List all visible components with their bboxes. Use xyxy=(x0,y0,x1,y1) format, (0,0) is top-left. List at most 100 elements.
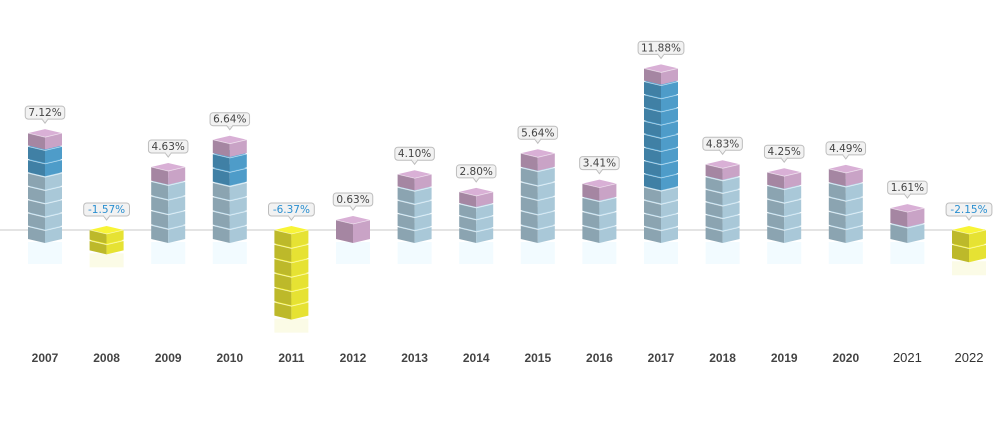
data-label-2011: -6.37% xyxy=(268,202,315,221)
x-tick-2017: 2017 xyxy=(648,351,675,365)
x-tick-2019: 2019 xyxy=(771,351,798,365)
labels-layer: 7.12% -1.57% 4.63% 6.64% -6.37% 0.63% 4.10% 2.8… xyxy=(24,40,993,221)
reflection-2022 xyxy=(952,261,986,276)
reflection-2013 xyxy=(397,242,432,264)
data-label-2007: 7.12% xyxy=(24,105,66,125)
data-label-text: 2.80% xyxy=(460,166,493,178)
reflection-2018 xyxy=(705,242,740,264)
bar-2011 xyxy=(274,226,309,320)
data-label-text: 7.12% xyxy=(28,107,61,119)
data-label-text: -1.57% xyxy=(88,204,125,216)
reflection-2008 xyxy=(89,253,124,268)
bar-reflections xyxy=(28,242,986,333)
data-label-text: 4.25% xyxy=(768,146,801,158)
bar-2007 xyxy=(27,129,63,243)
bar-2012 xyxy=(335,216,371,243)
data-label-2018: 4.83% xyxy=(702,136,743,156)
data-label-2016: 3.41% xyxy=(579,156,620,175)
bar-2014 xyxy=(459,187,494,243)
bar-2009 xyxy=(151,163,186,243)
data-label-2019: 4.25% xyxy=(763,144,805,164)
bar-2021 xyxy=(890,204,925,243)
block xyxy=(520,149,555,171)
reflection-2020 xyxy=(828,242,863,264)
data-label-2017: 11.88% xyxy=(637,40,685,60)
data-label-2015: 5.64% xyxy=(517,125,559,145)
x-tick-2016: 2016 xyxy=(586,351,613,365)
block xyxy=(27,129,63,150)
reflection-2015 xyxy=(520,242,555,264)
block xyxy=(151,192,186,214)
data-label-2009: 4.63% xyxy=(147,139,189,158)
data-label-text: 3.41% xyxy=(583,158,616,170)
data-label-2021: 1.61% xyxy=(887,180,928,199)
bar-2018 xyxy=(705,160,740,243)
block xyxy=(705,160,740,180)
x-tick-2007: 2007 xyxy=(32,351,59,365)
bar-2017 xyxy=(643,64,679,243)
block xyxy=(274,226,309,248)
bar-2008 xyxy=(89,226,124,255)
reflection-2010 xyxy=(212,242,247,264)
data-label-text: 6.64% xyxy=(213,114,246,126)
block xyxy=(582,179,617,201)
data-label-2010: 6.64% xyxy=(209,112,251,131)
x-tick-2011: 2011 xyxy=(278,351,304,365)
block xyxy=(89,226,124,244)
bar-2015 xyxy=(520,149,555,243)
x-tick-2012: 2012 xyxy=(340,351,367,365)
block xyxy=(335,216,371,243)
block xyxy=(828,221,863,243)
x-tick-2018: 2018 xyxy=(709,351,736,365)
bar-2022 xyxy=(951,226,987,263)
data-label-2013: 4.10% xyxy=(394,146,435,166)
data-label-text: 0.63% xyxy=(336,194,369,206)
bar-2020 xyxy=(828,164,863,243)
reflection-2011 xyxy=(274,318,309,333)
block xyxy=(397,170,432,191)
data-label-text: 11.88% xyxy=(641,42,681,54)
data-label-text: -6.37% xyxy=(273,204,310,216)
data-label-2022: -2.15% xyxy=(945,202,993,221)
data-label-text: 4.49% xyxy=(829,143,862,155)
block xyxy=(767,168,802,189)
block xyxy=(951,226,987,248)
bar-2013 xyxy=(397,170,432,243)
data-label-text: 5.64% xyxy=(521,127,554,139)
data-label-2012: 0.63% xyxy=(332,192,374,211)
x-tick-2020: 2020 xyxy=(832,351,859,365)
data-label-2014: 2.80% xyxy=(455,164,497,183)
x-tick-2008: 2008 xyxy=(93,351,120,365)
block xyxy=(520,163,555,186)
block xyxy=(151,163,186,185)
x-tick-2010: 2010 xyxy=(216,351,243,365)
data-label-text: 4.63% xyxy=(152,141,185,153)
bars-layer xyxy=(27,64,987,320)
data-label-text: -2.15% xyxy=(950,204,987,216)
reflection-2019 xyxy=(767,242,802,264)
bar-2016 xyxy=(582,179,617,243)
block xyxy=(459,187,494,207)
data-label-text: 4.83% xyxy=(706,138,739,150)
reflection-2012 xyxy=(336,242,370,264)
reflection-2014 xyxy=(459,242,494,264)
x-tick-2015: 2015 xyxy=(524,351,551,365)
reflection-2017 xyxy=(644,242,678,264)
bar-2019 xyxy=(767,168,802,243)
reflection-2007 xyxy=(28,242,62,264)
data-label-text: 4.10% xyxy=(398,148,431,160)
x-tick-2009: 2009 xyxy=(155,351,182,365)
bar-2010 xyxy=(212,135,247,243)
data-label-2020: 4.49% xyxy=(825,141,867,160)
reflection-2021 xyxy=(890,242,925,264)
reflection-2016 xyxy=(582,242,617,264)
block xyxy=(643,64,679,85)
x-tick-2014: 2014 xyxy=(463,351,490,365)
x-tick-2013: 2013 xyxy=(401,351,428,365)
x-tick-2022: 2022 xyxy=(955,350,984,365)
block xyxy=(828,164,863,187)
x-tick-2021: 2021 xyxy=(893,350,922,365)
x-axis: 2007 2008 2009 2010 2011 2012 2013 2014 2015 2016… xyxy=(32,350,984,365)
block xyxy=(890,204,925,228)
